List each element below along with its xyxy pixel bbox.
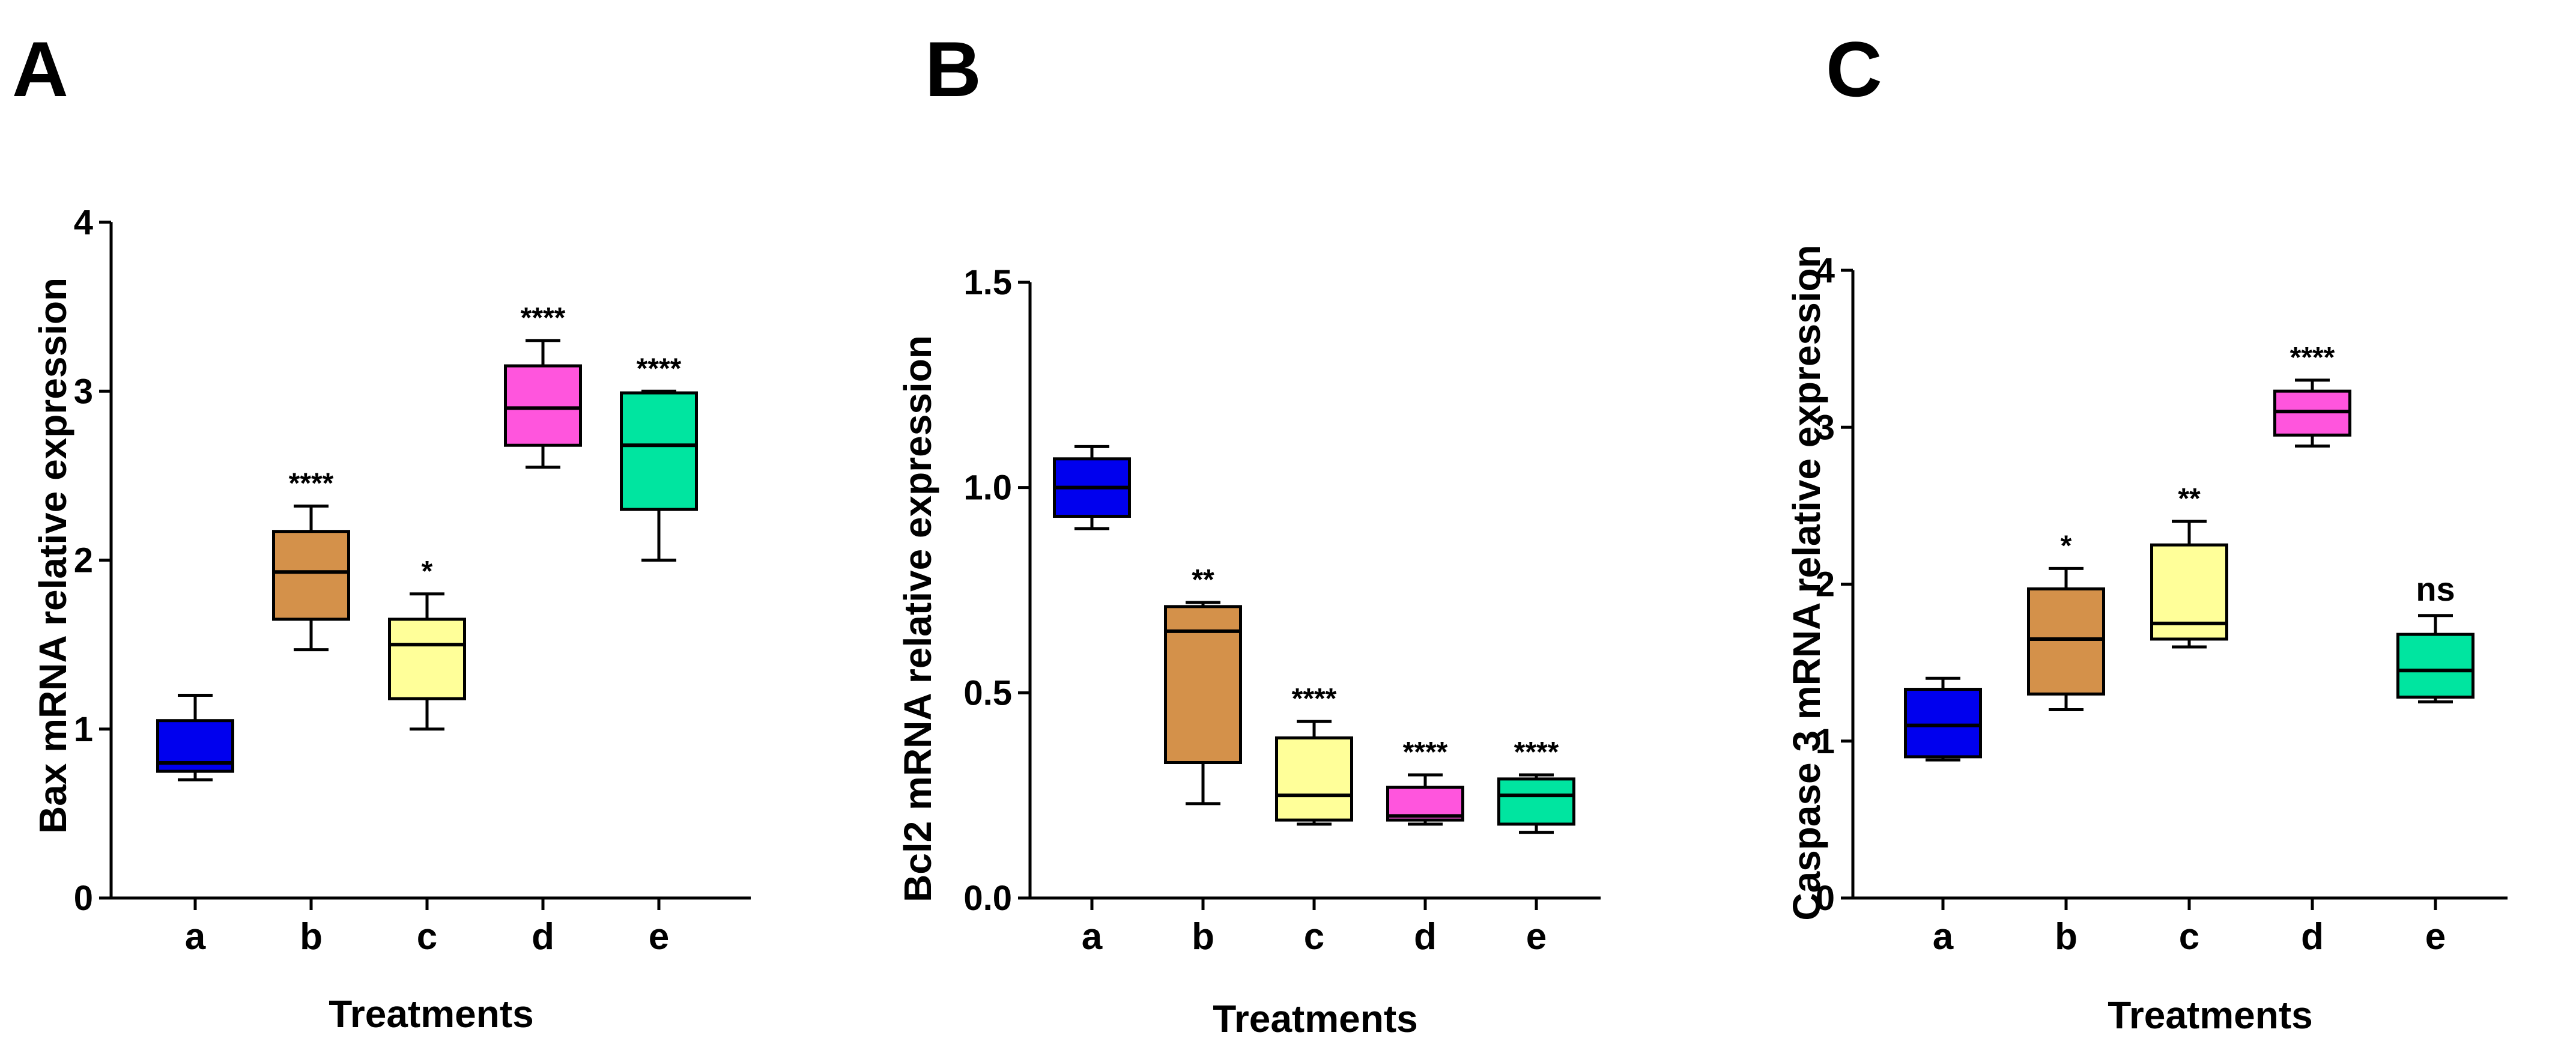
y-axis-title: Bax mRNA relative expression [31, 278, 74, 834]
y-tick-label: 2 [1816, 565, 1835, 604]
significance-label: **** [521, 302, 566, 334]
significance-label: **** [1292, 683, 1337, 715]
x-tick-label: d [532, 916, 554, 957]
y-tick-label: 4 [1816, 251, 1835, 290]
box [1497, 777, 1575, 826]
box [2027, 587, 2105, 696]
y-tick-label: 3 [74, 372, 93, 411]
panel-c: C Caspase 3 mRNA relative expression Tre… [1785, 25, 2508, 1037]
box [1275, 736, 1353, 822]
y-tick-label: 0.5 [963, 673, 1012, 712]
x-axis-title: Treatments [1213, 997, 1417, 1040]
y-tick-label: 4 [74, 203, 93, 242]
x-tick-label: a [1082, 916, 1103, 957]
y-tick-label: 1.5 [963, 263, 1012, 302]
y-tick-label: 0 [1816, 879, 1835, 918]
significance-label: **** [1403, 736, 1448, 768]
panel-letter: B [925, 25, 981, 113]
significance-label: * [2061, 530, 2072, 562]
y-tick-label: 1.0 [963, 469, 1012, 508]
y-tick-label: 3 [1816, 408, 1835, 447]
panel-letter: C [1826, 25, 1882, 113]
box [272, 530, 350, 621]
x-tick-label: b [300, 916, 323, 957]
x-axis-title: Treatments [329, 992, 533, 1036]
box [1904, 688, 1982, 759]
x-tick-label: e [1526, 916, 1547, 957]
significance-label: ns [2416, 570, 2455, 608]
box [388, 617, 466, 700]
y-tick-label: 1 [74, 710, 93, 749]
x-tick-label: c [1304, 916, 1324, 957]
significance-label: **** [2290, 342, 2335, 374]
y-tick-label: 0 [74, 879, 93, 918]
x-tick-label: e [2425, 916, 2446, 957]
x-tick-label: a [185, 916, 206, 957]
panel-a: A Bax mRNA relative expression Treatment… [12, 25, 751, 1036]
y-tick-label: 0.0 [963, 879, 1012, 918]
y-tick-label: 1 [1816, 722, 1835, 761]
x-tick-label: e [649, 916, 669, 957]
x-tick-label: b [2055, 916, 2077, 957]
significance-label: **** [1514, 736, 1559, 768]
x-tick-label: d [1414, 916, 1437, 957]
box [620, 391, 698, 511]
significance-label: * [422, 556, 433, 587]
x-tick-label: a [1933, 916, 1954, 957]
panel-letter: A [12, 25, 68, 113]
x-axis-title: Treatments [2108, 994, 2312, 1037]
significance-label: **** [289, 468, 334, 500]
x-tick-label: b [1192, 916, 1214, 957]
significance-label: ** [2178, 483, 2201, 515]
y-axis-title: Caspase 3 mRNA relative expression [1785, 244, 1828, 920]
y-tick-label: 2 [74, 541, 93, 580]
x-tick-label: c [2179, 916, 2199, 957]
box [504, 364, 582, 447]
x-tick-label: c [417, 916, 437, 957]
significance-label: **** [637, 353, 682, 384]
box [2396, 633, 2474, 699]
significance-label: ** [1192, 564, 1214, 596]
panel-b: B Bcl2 mRNA relative expression Treatmen… [896, 25, 1601, 1040]
x-tick-label: d [2301, 916, 2324, 957]
y-axis-title: Bcl2 mRNA relative expression [896, 335, 939, 902]
